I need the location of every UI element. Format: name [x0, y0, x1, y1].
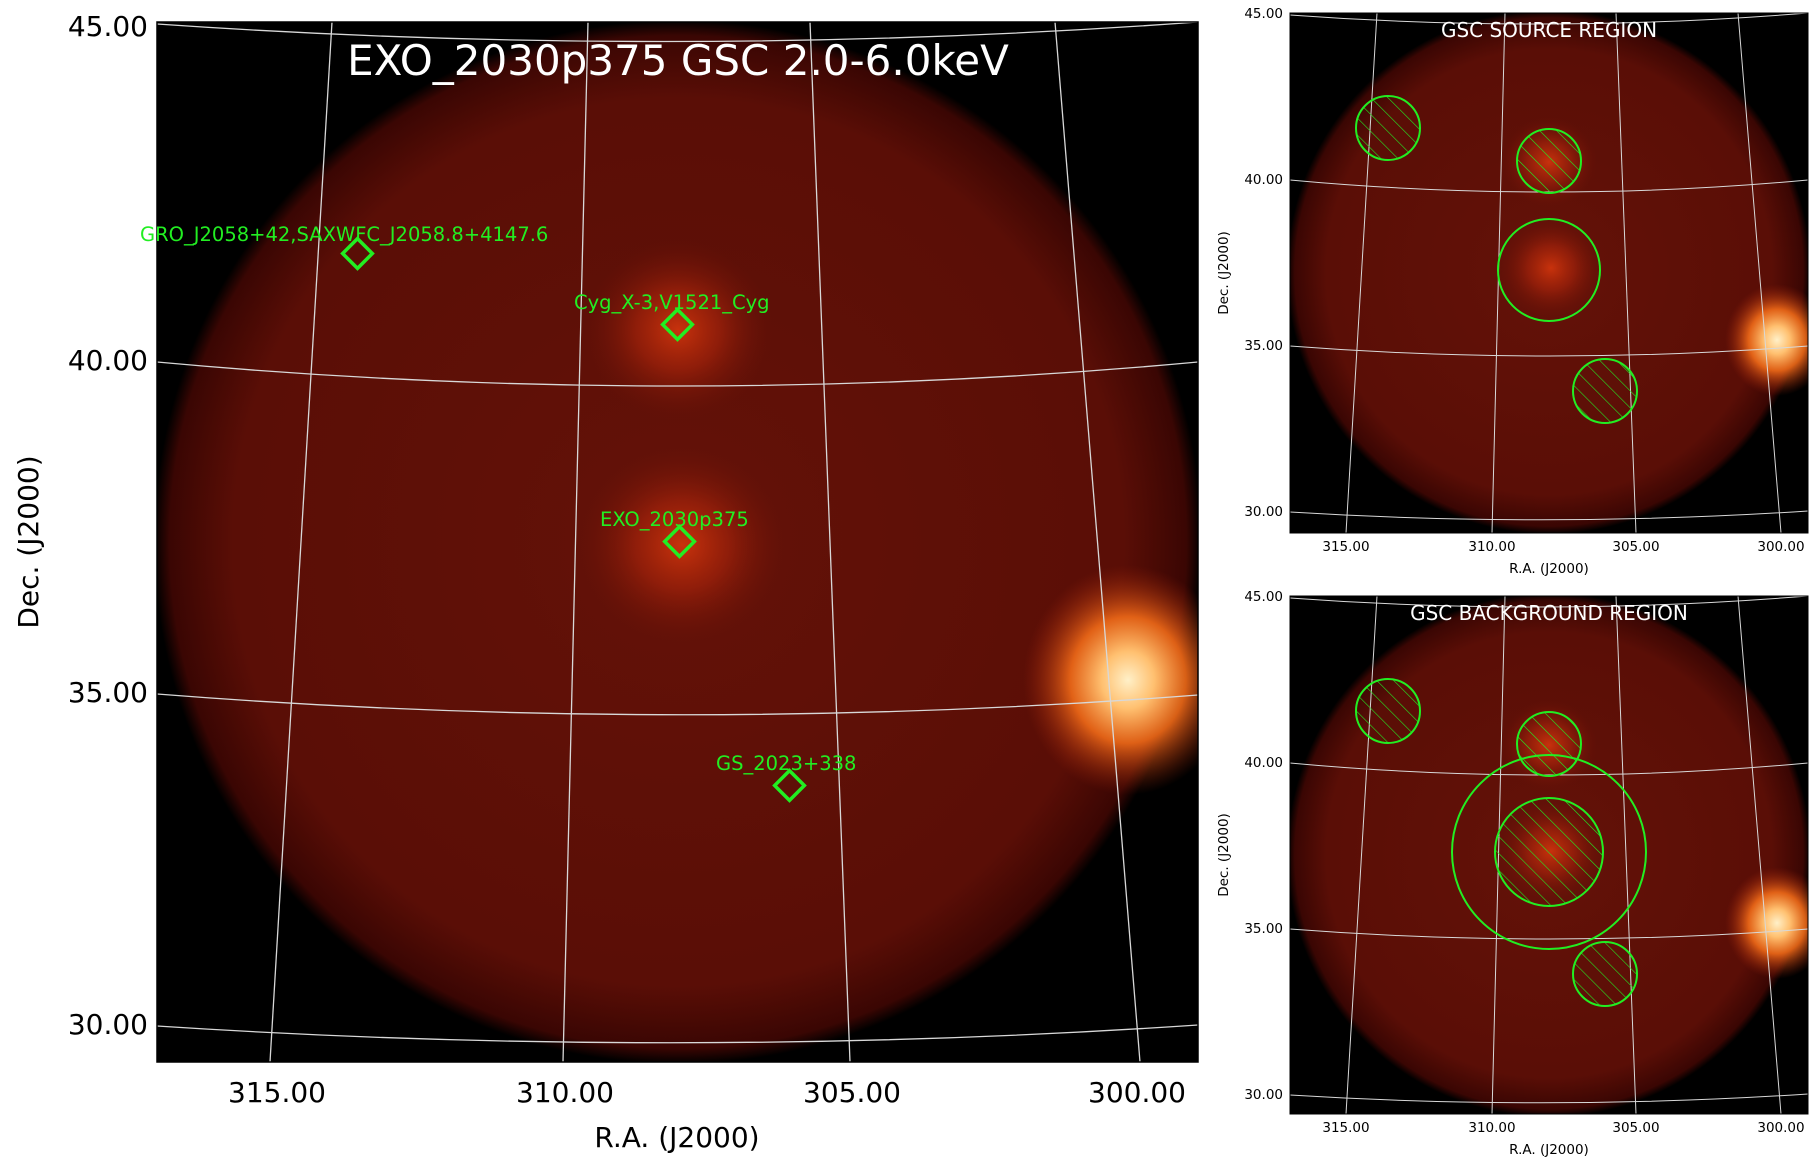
source-label: EXO_2030p375 [600, 508, 749, 531]
background-y-axis: 45.00 40.00 35.00 30.00 Dec. (J2000) [1216, 589, 1283, 1103]
main-y-axis: 45.00 40.00 35.00 30.00 Dec. (J2000) [12, 10, 148, 1041]
background-y-axis-title: Dec. (J2000) [1216, 813, 1232, 897]
source-region-panel: GSC SOURCE REGION 45.00 40.00 35.00 30.0… [1216, 6, 1809, 577]
source-y-axis: 45.00 40.00 35.00 30.00 Dec. (J2000) [1216, 6, 1283, 520]
y-tick-label: 45.00 [1244, 6, 1283, 22]
source-frame [1289, 12, 1809, 534]
main-y-axis-title: Dec. (J2000) [12, 455, 45, 628]
source-image [1290, 13, 1808, 533]
x-tick-label: 300.00 [1088, 1076, 1186, 1109]
x-tick-label: 310.00 [516, 1076, 614, 1109]
background-excl-region-cyg [1516, 711, 1582, 777]
diamond-marker-icon [660, 307, 695, 342]
source-marker-cyg-x3: Cyg_X-3,V1521_Cyg [574, 291, 770, 342]
source-x-axis: 315.00 310.00 305.00 300.00 R.A. (J2000) [1322, 539, 1804, 577]
y-tick-label: 30.00 [1244, 1087, 1283, 1103]
main-x-axis-title: R.A. (J2000) [594, 1121, 759, 1154]
background-excl-region-gs [1572, 941, 1638, 1007]
background-panel-title: GSC BACKGROUND REGION [1410, 601, 1688, 625]
background-annulus-inner-excluded [1494, 797, 1604, 907]
source-label: GS_2023+338 [716, 752, 856, 775]
background-image [1290, 596, 1808, 1114]
y-tick-label: 30.00 [68, 1008, 148, 1041]
main-image [157, 22, 1198, 1062]
x-tick-label: 305.00 [803, 1076, 901, 1109]
main-x-axis: 315.00 310.00 305.00 300.00 R.A. (J2000) [228, 1076, 1186, 1154]
main-bright-source [1023, 565, 1198, 795]
source-bkg-region-cyg [1516, 128, 1582, 194]
main-glow-cyg-x3 [583, 240, 773, 420]
y-tick-label: 35.00 [68, 676, 148, 709]
background-x-axis-title: R.A. (J2000) [1509, 1142, 1589, 1158]
x-tick-label: 300.00 [1757, 1120, 1804, 1136]
x-tick-label: 315.00 [228, 1076, 326, 1109]
main-title: EXO_2030p375 GSC 2.0-6.0keV [347, 36, 1009, 85]
main-glow-exo2030 [577, 445, 787, 645]
main-panel: EXO_2030p375 GSC 2.0-6.0keV GRO_J2058+42… [12, 10, 1199, 1154]
x-tick-label: 310.00 [1468, 539, 1515, 555]
y-tick-label: 40.00 [68, 344, 148, 377]
diamond-marker-icon [662, 524, 697, 559]
y-tick-label: 40.00 [1244, 755, 1283, 771]
source-panel-title: GSC SOURCE REGION [1441, 18, 1657, 42]
source-label: Cyg_X-3,V1521_Cyg [574, 291, 770, 314]
source-marker-exo2030: EXO_2030p375 [600, 508, 749, 559]
main-coordinate-grid [157, 22, 1198, 1062]
source-bright-source [1725, 284, 1808, 396]
background-excl-region-ne [1355, 678, 1421, 744]
y-tick-label: 35.00 [1244, 921, 1283, 937]
source-extraction-region [1497, 218, 1601, 322]
x-tick-label: 310.00 [1468, 1120, 1515, 1136]
y-tick-label: 45.00 [1244, 589, 1283, 605]
y-tick-label: 35.00 [1244, 338, 1283, 354]
source-glow-exo2030 [1499, 218, 1603, 318]
background-annulus-outer [1451, 754, 1647, 950]
source-x-axis-title: R.A. (J2000) [1509, 561, 1589, 577]
source-y-axis-title: Dec. (J2000) [1216, 231, 1232, 315]
diamond-marker-icon [340, 236, 375, 271]
x-tick-label: 305.00 [1612, 1120, 1659, 1136]
y-tick-label: 40.00 [1244, 172, 1283, 188]
source-bkg-region-ne [1355, 95, 1421, 161]
x-tick-label: 300.00 [1757, 539, 1804, 555]
source-marker-gro-j2058: GRO_J2058+42,SAXWFC_J2058.8+4147.6 [140, 223, 548, 271]
diamond-marker-icon [772, 768, 807, 803]
background-bright-source [1725, 867, 1808, 979]
y-tick-label: 45.00 [68, 10, 148, 43]
background-x-axis: 315.00 310.00 305.00 300.00 R.A. (J2000) [1322, 1120, 1804, 1158]
x-tick-label: 305.00 [1612, 539, 1659, 555]
source-bkg-region-gs [1572, 358, 1638, 424]
main-frame [156, 21, 1199, 1063]
x-tick-label: 315.00 [1322, 1120, 1369, 1136]
background-frame [1289, 595, 1809, 1115]
background-coordinate-grid [1290, 596, 1808, 1114]
x-tick-label: 315.00 [1322, 539, 1369, 555]
background-region-panel: GSC BACKGROUND REGION 45.00 40.00 35.00 … [1216, 589, 1809, 1158]
source-label: GRO_J2058+42,SAXWFC_J2058.8+4147.6 [140, 223, 548, 246]
source-marker-gs2023: GS_2023+338 [716, 752, 856, 803]
y-tick-label: 30.00 [1244, 504, 1283, 520]
